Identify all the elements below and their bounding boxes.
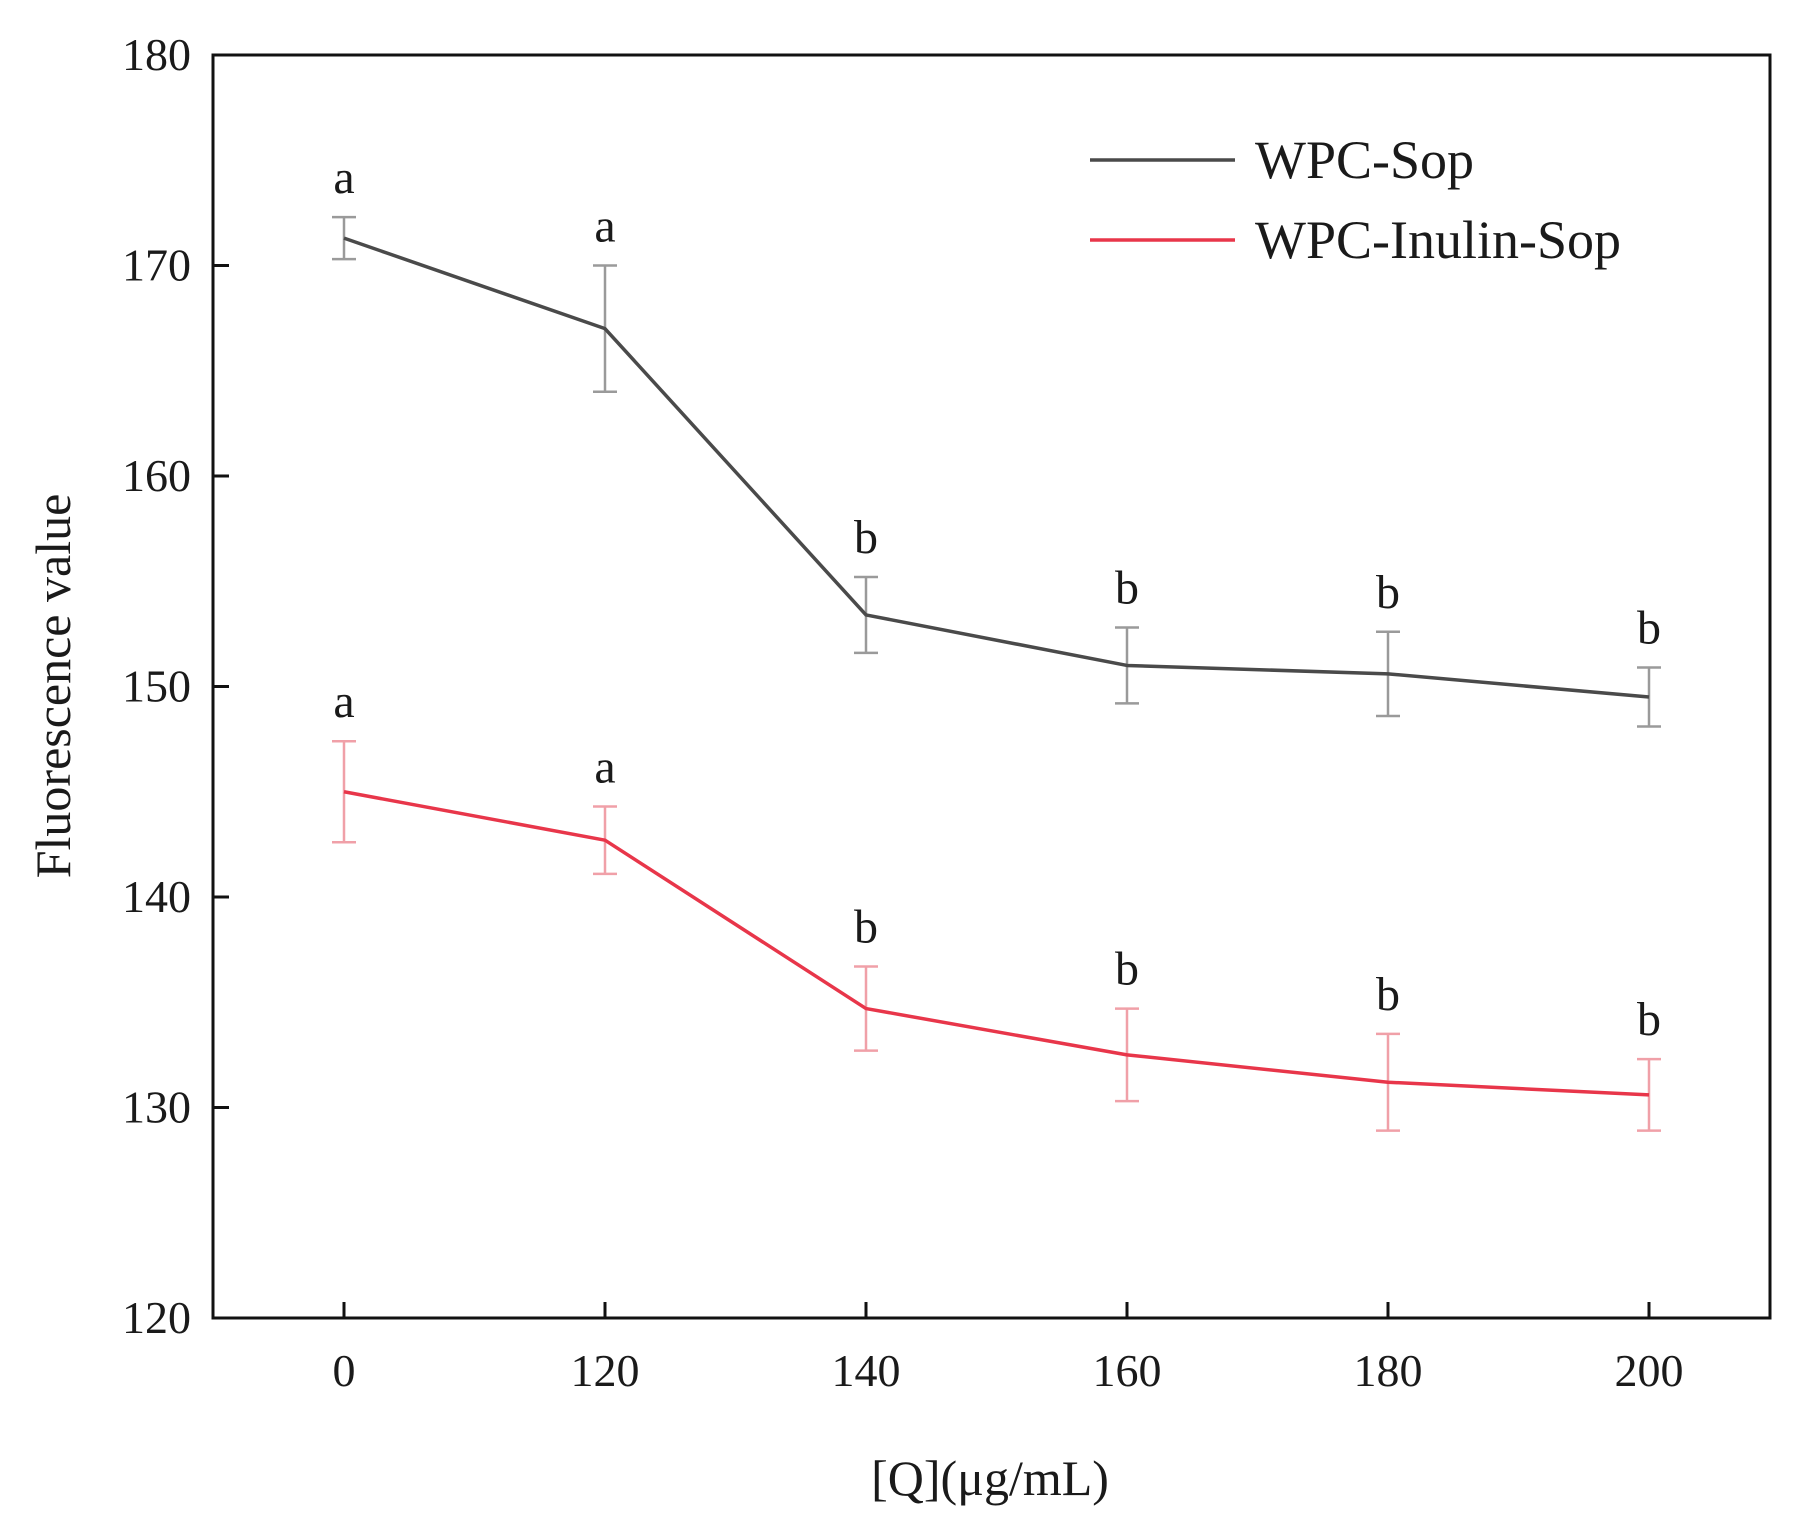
- x-axis: 0 120 140 160 180 200: [333, 1302, 1684, 1396]
- y-axis-title: Fluorescence value: [25, 494, 81, 879]
- y-tick-label: 160: [122, 450, 191, 501]
- x-axis-title: [Q](μg/mL): [871, 1450, 1109, 1506]
- y-tick-label: 130: [122, 1082, 191, 1133]
- series-wpc-sop: [332, 215, 1661, 728]
- legend: WPC-Sop WPC-Inulin-Sop: [1090, 130, 1621, 270]
- series-wpc-inulin-sop: [332, 739, 1661, 1132]
- y-tick-label: 140: [122, 871, 191, 922]
- significance-label: b: [1115, 943, 1139, 996]
- significance-label: b: [1115, 562, 1139, 615]
- significance-label: a: [594, 200, 615, 253]
- x-tick-label: 200: [1615, 1345, 1684, 1396]
- significance-label: a: [333, 675, 354, 728]
- y-tick-label: 170: [122, 240, 191, 291]
- legend-label: WPC-Inulin-Sop: [1255, 210, 1621, 270]
- significance-labels: a a b b b b a a b b b b: [333, 151, 1661, 1046]
- series-line-wpc-inulin-sop: [343, 790, 1650, 1097]
- y-tick-label: 150: [122, 661, 191, 712]
- series-line-wpc-sop: [343, 236, 1650, 699]
- significance-label: a: [333, 151, 354, 204]
- significance-label: a: [594, 740, 615, 793]
- x-tick-label: 180: [1354, 1345, 1423, 1396]
- series-layer: [332, 215, 1661, 1132]
- legend-item-wpc-sop: WPC-Sop: [1090, 130, 1474, 190]
- significance-label: b: [854, 511, 878, 564]
- legend-label: WPC-Sop: [1255, 130, 1474, 190]
- x-tick-label: 120: [571, 1345, 640, 1396]
- x-tick-label: 140: [832, 1345, 901, 1396]
- x-tick-label: 0: [333, 1345, 356, 1396]
- legend-item-wpc-inulin-sop: WPC-Inulin-Sop: [1090, 210, 1621, 270]
- significance-label: b: [854, 900, 878, 953]
- significance-label: b: [1376, 566, 1400, 619]
- significance-label: b: [1637, 602, 1661, 655]
- significance-label: b: [1637, 993, 1661, 1046]
- y-tick-label: 120: [122, 1292, 191, 1343]
- significance-label: b: [1376, 968, 1400, 1021]
- y-axis: 120 130 140 150 160 170 180: [122, 29, 229, 1343]
- y-tick-label: 180: [122, 29, 191, 80]
- x-tick-label: 160: [1093, 1345, 1162, 1396]
